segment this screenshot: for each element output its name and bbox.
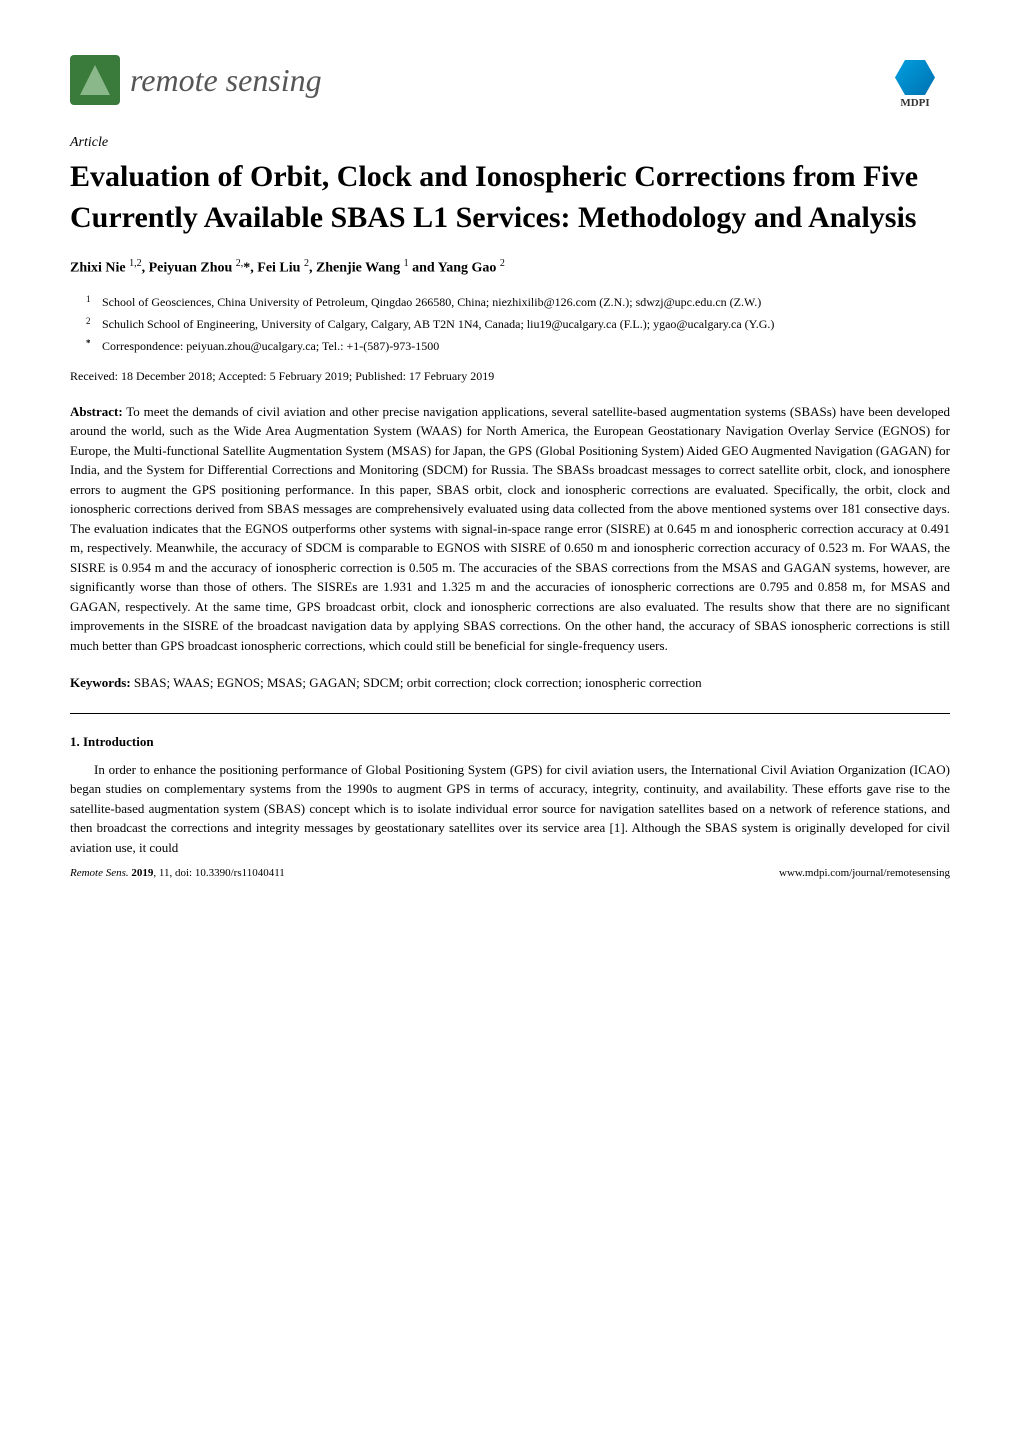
affiliation-item: * Correspondence: peiyuan.zhou@ucalgary.… [86,337,950,355]
abstract-label: Abstract: [70,404,123,419]
journal-name: remote sensing [130,62,322,99]
publisher-name: MDPI [880,97,950,109]
affiliation-item: 1 School of Geosciences, China Universit… [86,293,950,311]
footer-journal: Remote Sens. [70,867,129,879]
keywords-text: SBAS; WAAS; EGNOS; MSAS; GAGAN; SDCM; or… [131,675,702,690]
publisher-logo: MDPI [880,60,950,100]
affiliation-text: Correspondence: peiyuan.zhou@ucalgary.ca… [102,337,950,355]
footer-year: 2019 [131,867,153,879]
footer-doi: , 11, doi: 10.3390/rs11040411 [153,867,284,879]
abstract-block: Abstract: To meet the demands of civil a… [70,402,950,656]
keywords-block: Keywords: SBAS; WAAS; EGNOS; MSAS; GAGAN… [70,673,950,693]
article-title: Evaluation of Orbit, Clock and Ionospher… [70,157,950,238]
affiliation-text: School of Geosciences, China University … [102,293,950,311]
abstract-text: To meet the demands of civil aviation an… [70,404,950,653]
section-divider [70,713,950,714]
mdpi-hex-icon [895,60,935,95]
article-type: Article [70,135,950,151]
authors-line: Zhixi Nie 1,2, Peiyuan Zhou 2,*, Fei Liu… [70,258,950,277]
intro-paragraph: In order to enhance the positioning perf… [70,760,950,858]
affiliation-number: * [86,337,98,355]
footer-citation: Remote Sens. 2019, 11, doi: 10.3390/rs11… [70,867,285,879]
affiliation-number: 2 [86,315,98,333]
journal-logo-icon [70,55,120,105]
article-dates: Received: 18 December 2018; Accepted: 5 … [70,369,950,384]
footer-url: www.mdpi.com/journal/remotesensing [779,867,950,879]
page-footer: Remote Sens. 2019, 11, doi: 10.3390/rs11… [70,867,950,879]
affiliations-block: 1 School of Geosciences, China Universit… [70,293,950,355]
keywords-label: Keywords: [70,675,131,690]
affiliation-item: 2 Schulich School of Engineering, Univer… [86,315,950,333]
affiliation-text: Schulich School of Engineering, Universi… [102,315,950,333]
page-header: remote sensing MDPI [70,55,950,105]
journal-logo: remote sensing [70,55,322,105]
section-heading: 1. Introduction [70,734,950,750]
affiliation-number: 1 [86,293,98,311]
